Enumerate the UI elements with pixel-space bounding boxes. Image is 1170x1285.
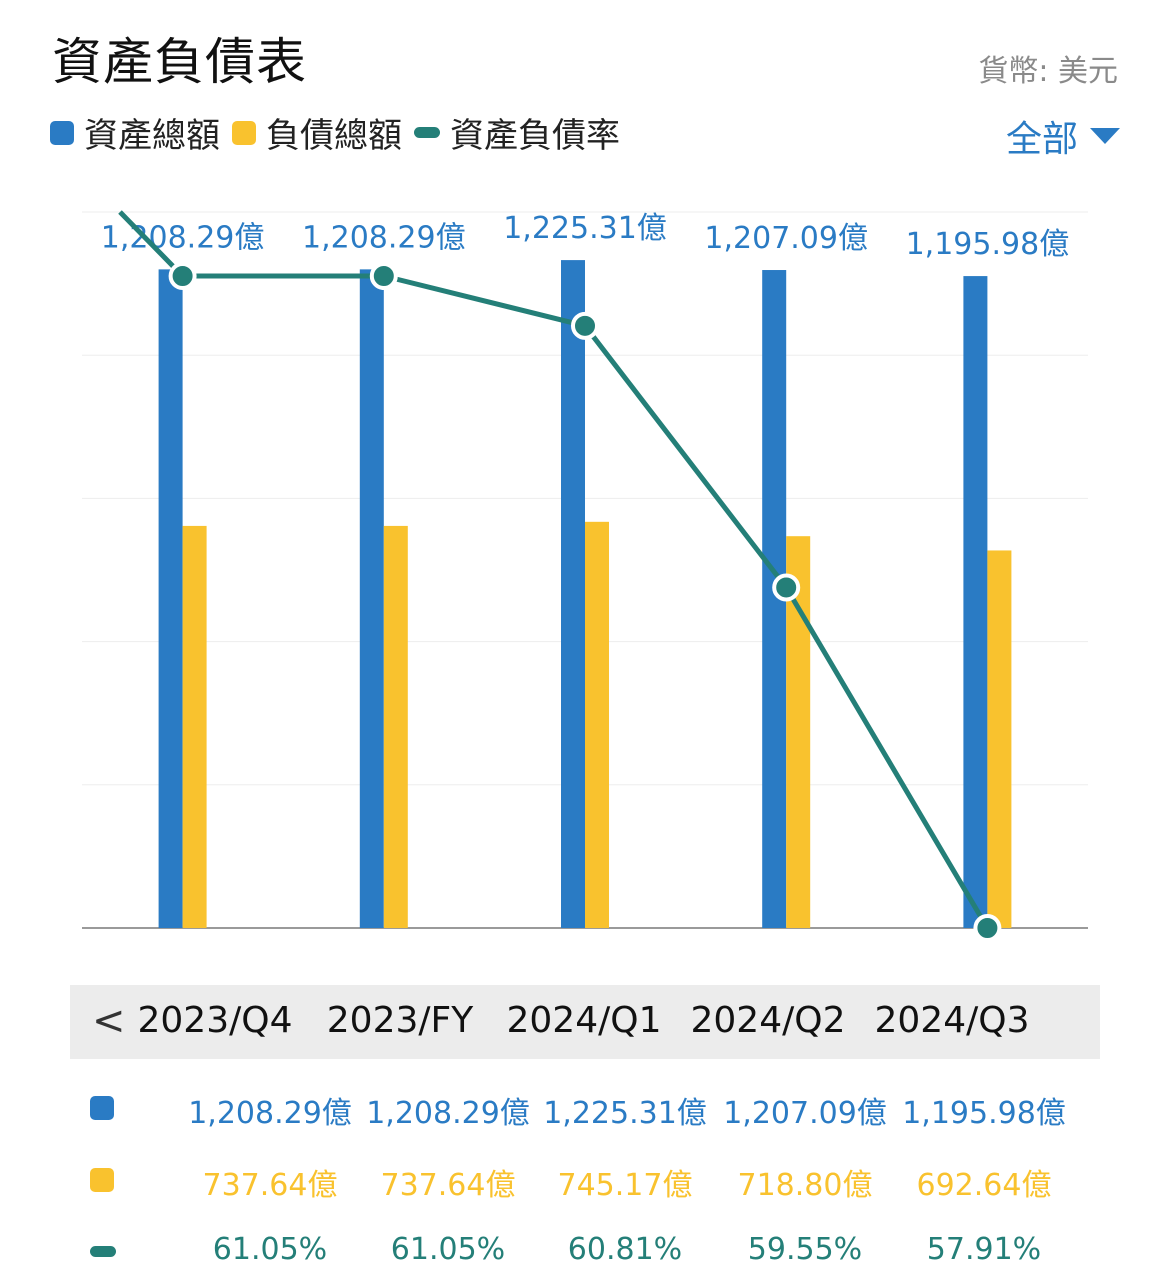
bar-liabilities bbox=[585, 521, 609, 928]
bar-liabilities bbox=[182, 525, 207, 928]
legend-item-ratio[interactable]: 資產負債率 bbox=[414, 108, 620, 157]
legend-swatch-liabilities bbox=[232, 120, 256, 145]
bar-liabilities bbox=[786, 536, 811, 928]
table-cell: 60.81% bbox=[567, 1232, 683, 1267]
table-cell: 1,208.29億 bbox=[366, 1096, 530, 1131]
period-tab[interactable]: 2024/Q3 bbox=[874, 1000, 1030, 1041]
legend-label-liabilities: 負債總額 bbox=[266, 116, 402, 156]
ratio-line bbox=[118, 210, 990, 930]
balance-sheet-chart: 1,208.29億 1,208.29億 1,225.31億 1,207.09億 1,19… bbox=[82, 210, 1088, 942]
table-cell: 1,225.31億 bbox=[543, 1096, 707, 1131]
period-filter-dropdown[interactable]: 全部 bbox=[1006, 110, 1120, 162]
legend-label-ratio: 資產負債率 bbox=[450, 116, 620, 156]
ratio-point bbox=[772, 573, 801, 602]
currency-label: 貨幣: 美元 bbox=[978, 54, 1118, 89]
filter-label: 全部 bbox=[1005, 119, 1078, 160]
row-swatch bbox=[90, 1096, 114, 1120]
caret-down-icon bbox=[1090, 128, 1120, 144]
legend-item-liabilities[interactable]: 負債總額 bbox=[232, 108, 402, 157]
bar-value-label: 1,225.31億 bbox=[503, 211, 667, 246]
bar-value-label: 1,207.09億 bbox=[704, 221, 868, 256]
period-tab[interactable]: 2023/FY bbox=[326, 1000, 474, 1041]
table-cell: 745.17億 bbox=[557, 1168, 693, 1203]
bar-assets bbox=[158, 269, 183, 928]
bar-assets bbox=[561, 260, 585, 928]
row-swatch bbox=[90, 1246, 116, 1257]
legend-item-assets[interactable]: 資產總額 bbox=[50, 108, 220, 157]
bar-value-label: 1,195.98億 bbox=[906, 227, 1070, 262]
period-tab[interactable]: 2024/Q2 bbox=[690, 1000, 846, 1041]
row-swatch bbox=[90, 1168, 114, 1192]
table-cell: 1,195.98億 bbox=[902, 1096, 1066, 1131]
chevron-left-icon[interactable]: < bbox=[92, 998, 126, 1044]
table-cell: 57.91% bbox=[926, 1232, 1042, 1267]
table-cell: 61.05% bbox=[390, 1232, 506, 1267]
period-tab[interactable]: 2023/Q4 bbox=[137, 1000, 293, 1041]
ratio-point bbox=[571, 311, 599, 340]
chart-legend: 資產總額 負債總額 資產負債率 bbox=[50, 108, 632, 157]
bar-value-label: 1,208.29億 bbox=[302, 220, 466, 255]
bar-assets bbox=[963, 276, 988, 928]
table-cell: 718.80億 bbox=[737, 1168, 873, 1203]
table-cell: 1,207.09億 bbox=[723, 1096, 887, 1131]
ratio-point bbox=[973, 914, 1002, 942]
table-cell: 1,208.29億 bbox=[188, 1096, 352, 1131]
legend-label-assets: 資產總額 bbox=[84, 116, 220, 156]
legend-swatch-assets bbox=[50, 120, 74, 145]
table-cell: 737.64億 bbox=[380, 1168, 516, 1203]
table-cell: 59.55% bbox=[747, 1232, 863, 1267]
table-cell: 737.64億 bbox=[202, 1168, 338, 1203]
period-selector: < 2023/Q4 2023/FY 2024/Q1 2024/Q2 2024/Q3 bbox=[70, 985, 1100, 1059]
bar-assets bbox=[359, 269, 384, 928]
ratio-point bbox=[168, 262, 197, 290]
bar-liabilities bbox=[383, 525, 408, 928]
table-cell: 692.64億 bbox=[916, 1168, 1052, 1203]
period-tab[interactable]: 2024/Q1 bbox=[506, 1000, 662, 1041]
legend-swatch-ratio bbox=[414, 127, 440, 138]
table-cell: 61.05% bbox=[212, 1232, 328, 1267]
page-title: 資產負債表 bbox=[52, 33, 307, 91]
bar-value-label: 1,208.29億 bbox=[101, 220, 265, 255]
bar-liabilities bbox=[987, 550, 1012, 928]
ratio-point bbox=[369, 262, 398, 290]
